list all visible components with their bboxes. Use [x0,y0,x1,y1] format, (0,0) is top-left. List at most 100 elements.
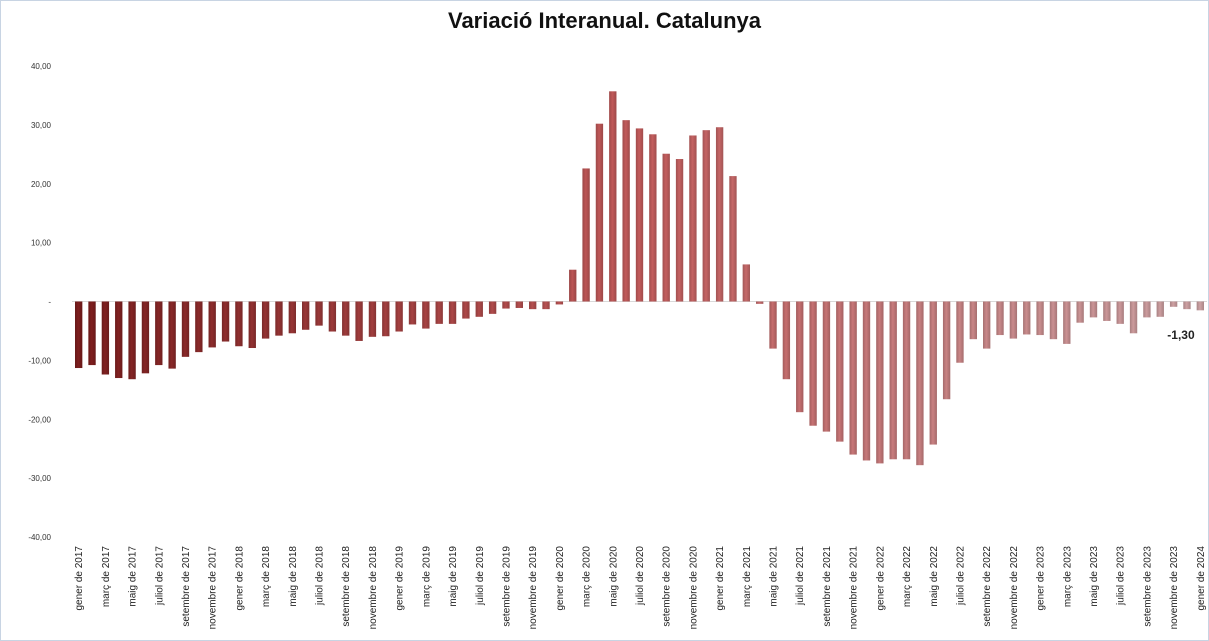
bar [635,128,644,302]
x-tick-label: maig de 2021 [769,546,780,607]
bar [983,301,991,349]
x-tick-label: juliol de 2022 [955,546,966,606]
x-tick-label: setembre de 2018 [341,546,352,627]
bar [1103,301,1111,321]
bar [502,301,510,309]
bar [689,135,697,302]
bar [1036,301,1044,336]
bar [261,301,270,339]
x-tick-label: gener de 2022 [875,546,886,611]
x-tick-label: setembre de 2022 [982,546,993,627]
bar [649,134,657,302]
bar [715,127,724,302]
chart-title: Variació Interanual. Catalunya [447,8,761,33]
bar [929,301,937,445]
x-tick-label: març de 2018 [261,546,272,608]
bar [849,301,857,455]
x-tick-label: gener de 2023 [1036,546,1047,611]
x-tick-label: setembre de 2017 [181,546,192,627]
y-tick-label: 10,00 [31,239,52,248]
bar [889,301,897,460]
bar [595,123,604,302]
bar [662,153,670,302]
x-tick-label: maig de 2022 [929,546,940,607]
y-tick-label: 40,00 [31,62,52,71]
x-tick-label: gener de 2021 [715,546,726,611]
bar [221,301,230,342]
bar [115,301,123,379]
bar [1183,301,1191,310]
x-tick-label: juliol de 2021 [795,546,806,606]
bar [902,301,911,460]
bar [288,301,296,334]
bar [969,301,977,340]
bar [462,301,470,319]
bar [1143,301,1151,318]
x-tick-label: gener de 2020 [555,546,566,611]
x-tick-label: setembre de 2021 [822,546,833,627]
x-tick-label: juliol de 2020 [635,546,646,606]
bar [515,301,523,308]
x-tick-label: gener de 2017 [74,546,85,611]
y-tick-label: 30,00 [31,121,52,130]
y-tick-label: -30,00 [28,474,51,483]
bar [836,301,844,442]
x-tick-label: maig de 2023 [1089,546,1100,607]
bar [609,91,617,302]
x-tick-label: novembre de 2019 [528,546,539,630]
bar [1089,301,1098,318]
bar [435,301,443,324]
y-tick-label: -40,00 [28,533,51,542]
x-tick-label: juliol de 2018 [315,546,326,606]
x-tick-label: març de 2017 [101,546,112,608]
x-tick-label: novembre de 2018 [368,546,379,630]
bar [916,301,924,466]
x-tick-label: maig de 2017 [128,546,139,607]
bar [181,301,190,357]
bar [742,264,750,302]
bar [555,301,564,305]
bar [342,301,350,336]
bar [355,301,363,341]
bar [1063,301,1071,344]
bar [101,301,110,375]
bar [248,301,256,349]
bar [1076,301,1084,323]
x-tick-label: gener de 2018 [234,546,245,611]
bar [582,168,590,302]
x-tick-label: març de 2020 [582,546,593,608]
x-tick-label: gener de 2019 [395,546,406,611]
x-tick-label: gener de 2024 [1196,546,1207,611]
bar [422,301,430,329]
bar [155,301,163,366]
bar [1116,301,1124,324]
bar [195,301,203,353]
x-tick-label: març de 2023 [1062,546,1073,608]
bar [275,301,283,336]
bar [796,301,804,413]
x-tick-label: juliol de 2017 [154,546,165,606]
x-tick-label: novembre de 2023 [1169,546,1180,630]
x-axis: gener de 2017 març de 2017 maig de 2017 jul… [74,546,1207,630]
bar [542,301,550,310]
x-tick-label: març de 2021 [742,546,753,608]
x-tick-label: juliol de 2023 [1116,546,1127,606]
x-tick-label: març de 2019 [421,546,432,608]
x-tick-label: maig de 2018 [288,546,299,607]
x-tick-label: novembre de 2020 [688,546,699,630]
bar [488,301,497,314]
x-tick-label: setembre de 2019 [501,546,512,627]
bar [1156,301,1164,317]
bar [475,301,483,317]
bar [809,301,817,426]
bar [395,301,403,332]
bar [942,301,951,400]
bar [382,301,390,337]
bar [141,301,150,374]
x-tick-label: novembre de 2022 [1009,546,1020,630]
bar [1009,301,1018,339]
bar [1129,301,1138,334]
bar [569,269,577,302]
bar [529,301,537,310]
